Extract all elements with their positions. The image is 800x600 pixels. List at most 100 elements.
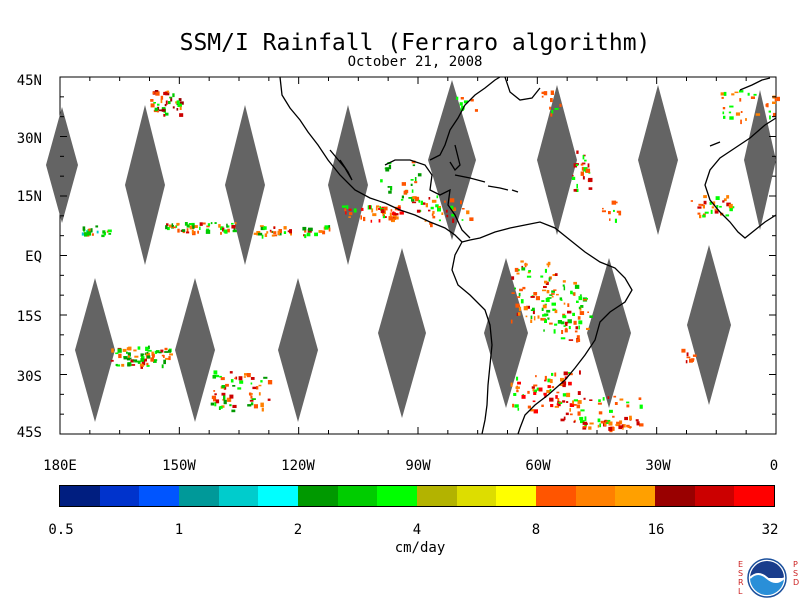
rain-speck xyxy=(541,91,544,94)
rain-speck xyxy=(712,201,716,206)
rain-speck xyxy=(219,375,222,378)
rain-speck xyxy=(514,267,519,272)
rain-speck xyxy=(544,319,547,323)
rain-speck xyxy=(246,373,251,378)
rain-speck xyxy=(699,214,702,219)
rain-speck xyxy=(522,286,526,290)
rain-speck xyxy=(514,287,516,290)
rain-speck xyxy=(154,90,159,92)
rain-speck xyxy=(82,226,86,231)
rain-speck xyxy=(164,351,169,353)
rain-speck xyxy=(260,380,263,383)
colorbar-cell xyxy=(734,486,775,506)
rain-speck xyxy=(428,197,431,200)
rain-speck xyxy=(542,314,547,317)
rain-speck xyxy=(258,384,262,387)
rain-speck xyxy=(205,229,211,234)
rain-speck xyxy=(213,396,217,402)
rain-speck xyxy=(572,400,574,405)
rain-speck xyxy=(574,330,578,333)
rain-speck xyxy=(530,315,533,319)
rain-speck xyxy=(206,225,210,228)
rain-speck xyxy=(582,427,587,430)
rain-speck xyxy=(408,197,412,199)
colorbar xyxy=(59,485,775,507)
rain-speck xyxy=(232,385,236,387)
rain-speck xyxy=(580,420,585,424)
rain-speck xyxy=(164,104,167,107)
rain-speck xyxy=(176,108,179,111)
rain-speck xyxy=(463,100,469,104)
rain-speck xyxy=(576,183,578,189)
rain-speck xyxy=(141,360,146,366)
rain-speck xyxy=(561,381,567,386)
rain-speck xyxy=(619,398,624,401)
rain-speck xyxy=(720,92,725,96)
colorbar-cell xyxy=(337,486,378,506)
rain-speck xyxy=(128,357,132,360)
rain-speck xyxy=(556,403,560,406)
colorbar-cell xyxy=(417,486,457,506)
rain-speck xyxy=(244,373,248,376)
rain-speck xyxy=(118,353,122,359)
rain-speck xyxy=(588,177,593,182)
rain-speck xyxy=(247,404,252,407)
rain-speck xyxy=(202,222,206,225)
rain-speck xyxy=(401,182,406,186)
rain-speck xyxy=(685,360,688,364)
rain-speck xyxy=(549,294,553,296)
rain-speck xyxy=(544,268,547,273)
colorbar-cell xyxy=(496,486,537,506)
rain-speck xyxy=(239,380,244,384)
rain-speck xyxy=(510,382,513,387)
rain-speck xyxy=(544,375,547,381)
rain-speck xyxy=(213,370,218,375)
rain-speck xyxy=(571,176,576,180)
rain-speck xyxy=(528,270,531,273)
rain-speck xyxy=(170,97,173,102)
rain-speck xyxy=(231,409,236,413)
rain-speck xyxy=(570,290,573,295)
rain-speck xyxy=(225,383,229,387)
rain-speck xyxy=(438,206,441,208)
rain-speck xyxy=(519,288,523,292)
rain-speck xyxy=(389,212,392,217)
rain-speck xyxy=(541,307,544,311)
rain-speck xyxy=(103,232,106,236)
rain-speck xyxy=(704,211,709,214)
rain-speck xyxy=(161,364,164,369)
rain-speck xyxy=(575,326,578,330)
colorbar-cell xyxy=(218,486,259,506)
rainfall-patches xyxy=(81,90,780,433)
rain-speck xyxy=(227,228,230,233)
rain-speck xyxy=(456,96,459,100)
rain-speck xyxy=(613,209,615,212)
rain-speck xyxy=(541,95,544,98)
rain-speck xyxy=(250,382,253,385)
rain-speck xyxy=(453,207,456,210)
rain-speck xyxy=(605,420,608,423)
rain-speck xyxy=(582,155,585,160)
rain-speck xyxy=(150,99,154,102)
rain-speck xyxy=(399,211,404,215)
rain-speck xyxy=(250,402,254,406)
rain-speck xyxy=(579,416,584,421)
rain-speck xyxy=(214,402,217,407)
rain-speck xyxy=(129,363,132,367)
swath-gap xyxy=(587,258,631,408)
rain-speck xyxy=(192,224,195,229)
rain-speck xyxy=(516,389,519,393)
rain-speck xyxy=(608,421,613,426)
rain-speck xyxy=(147,349,152,352)
rain-speck xyxy=(568,381,572,386)
rain-speck xyxy=(550,113,553,117)
rain-speck xyxy=(563,325,566,327)
rain-speck xyxy=(215,399,220,404)
rain-speck xyxy=(370,219,373,223)
rain-speck xyxy=(221,385,226,389)
rain-speck xyxy=(561,330,564,334)
rain-speck xyxy=(353,208,357,213)
rain-speck xyxy=(740,111,743,113)
rain-speck xyxy=(550,404,554,408)
rain-speck xyxy=(535,375,537,378)
